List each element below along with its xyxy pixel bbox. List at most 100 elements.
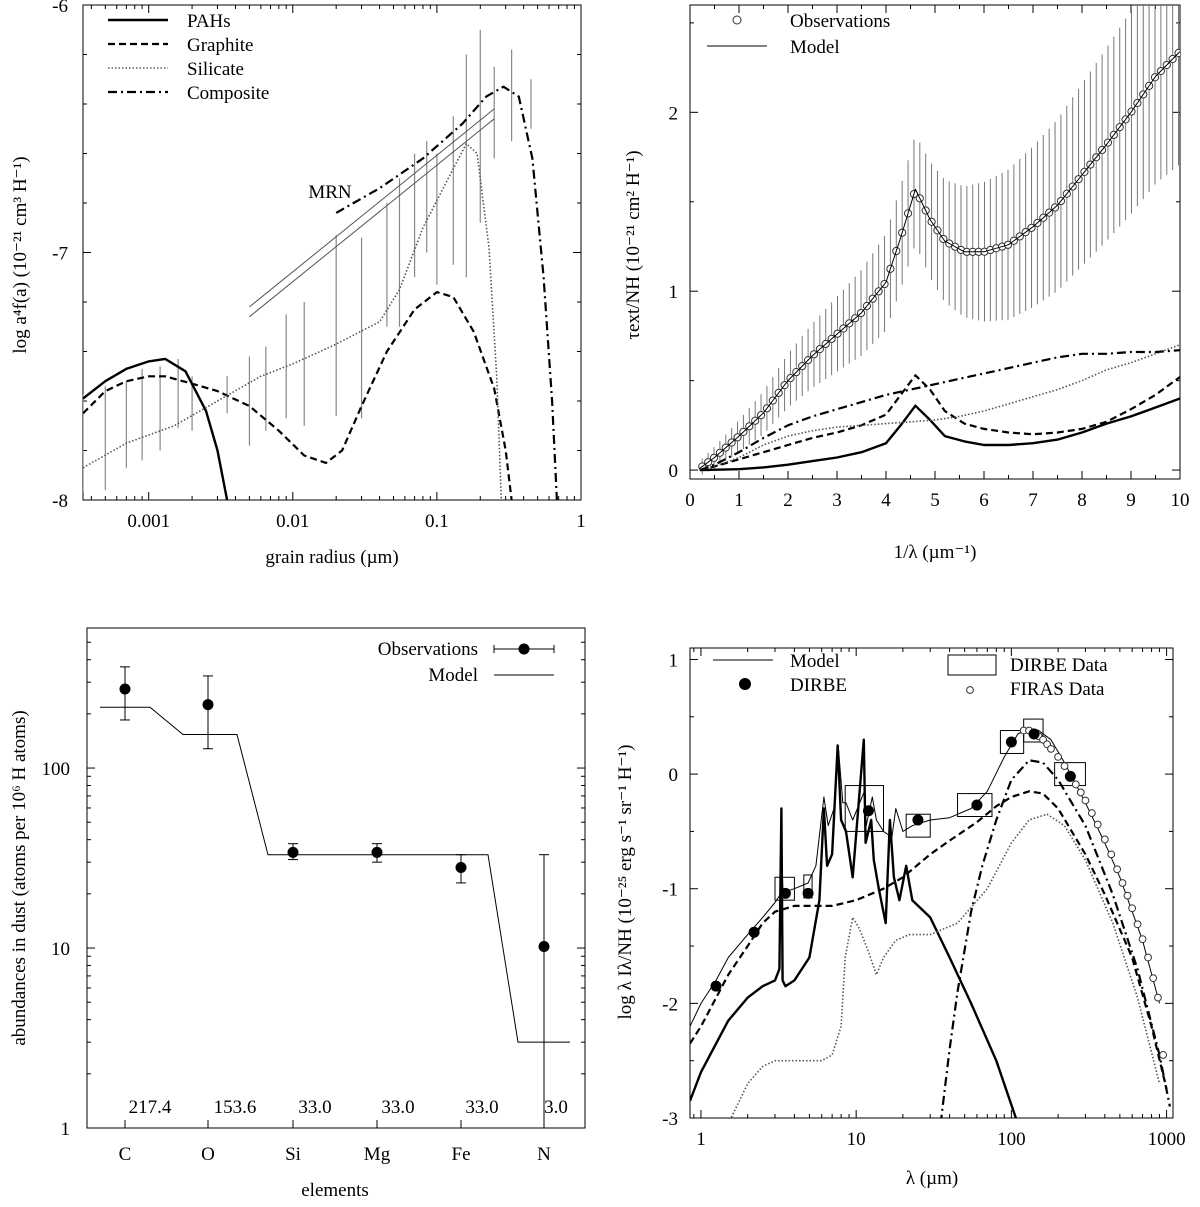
y-tick-label: -7 (52, 244, 68, 265)
legend-label-firas-data: FIRAS Data (1010, 679, 1105, 700)
firas-data-point (1154, 993, 1162, 1002)
x-tick-label: 5 (930, 490, 940, 511)
dirbe-model-point (1028, 728, 1040, 740)
firas-data-point (1071, 780, 1080, 789)
x-tick-label: Mg (364, 1144, 391, 1165)
dirbe-data-box (844, 785, 884, 832)
mrn-line (249, 108, 495, 308)
dirbe-model-point (912, 814, 924, 826)
firas-data-point (1133, 920, 1142, 929)
legend-swatch-dirbe-data (947, 654, 997, 676)
dirbe-model-point (1005, 736, 1017, 748)
firas-data-point (1047, 744, 1055, 753)
observation-point (287, 846, 299, 858)
dirbe-model-point (748, 926, 760, 938)
x-tick-label: 3 (832, 490, 842, 511)
series-composite (335, 85, 558, 500)
model-value-label: 33.0 (298, 1097, 331, 1118)
panel-b-extinction: 0 1 2 3 4 5 6 7 8 9 10 0 1 2 Observations Model 1/λ (µm⁻… (623, 5, 1190, 563)
y-axis-label: log a⁴f(a) (10⁻²¹ cm³ H⁻¹) (10, 156, 31, 353)
x-tick-label: N (537, 1144, 551, 1165)
x-axis-label: λ (µm) (906, 1168, 958, 1189)
firas-data-point (1076, 788, 1085, 797)
dirbe-data-box (1054, 762, 1086, 787)
legend-swatch-observations (732, 15, 742, 25)
x-tick-label: 10 (847, 1129, 866, 1150)
legend-label-graphite: Graphite (187, 35, 253, 56)
y-tick-label: 100 (42, 759, 71, 780)
x-tick-label: 4 (881, 490, 891, 511)
y-axis-label: log λ Iλ/NH (10⁻²⁵ erg s⁻¹ sr⁻¹ H⁻¹) (615, 745, 636, 1020)
observation-point (538, 940, 550, 952)
observation-point (455, 862, 467, 874)
legend-label-observations: Observations (790, 11, 890, 32)
y-tick-label: -1 (662, 880, 678, 901)
series-silicate (699, 344, 1180, 471)
legend-label-observations: Observations (378, 639, 478, 660)
series-graphite (83, 291, 513, 500)
x-axis-label: elements (301, 1180, 369, 1201)
observation-point (119, 683, 131, 695)
firas-data-point (1087, 809, 1096, 817)
x-tick-label: 0.01 (276, 511, 309, 532)
series-model (699, 51, 1180, 469)
legend-label-dirbe: DIRBE (790, 675, 847, 696)
firas-data-point (1081, 796, 1090, 805)
series-composite (940, 759, 1171, 1118)
x-tick-label: 2 (783, 490, 793, 511)
series-silicate (83, 142, 503, 500)
firas-data-point (1128, 904, 1137, 913)
y-tick-label: 2 (669, 103, 679, 124)
firas-data-point (1113, 865, 1122, 874)
x-tick-label: Si (285, 1144, 301, 1165)
dirbe-model-point (862, 805, 874, 817)
x-tick-label: 8 (1077, 490, 1087, 511)
firas-data-point (1093, 820, 1102, 829)
y-tick-label: 0 (669, 461, 679, 482)
model-value-label: 33.0 (381, 1097, 414, 1118)
legend-swatch-observations (518, 643, 530, 655)
legend-label-model: Model (428, 665, 478, 686)
y-tick-label: 10 (51, 939, 70, 960)
y-tick-label: -3 (662, 1109, 678, 1130)
y-tick-label: -8 (52, 491, 68, 512)
firas-data-point (1054, 753, 1062, 761)
firas-data-point (1100, 835, 1109, 844)
series-composite (699, 349, 1180, 472)
legend-swatch-dirbe (739, 678, 751, 690)
firas-data-point (1123, 891, 1132, 900)
dirbe-model-point (1064, 770, 1076, 782)
firas-data-point (1118, 879, 1127, 887)
series-pahs (699, 397, 1180, 472)
firas-data-point (1060, 762, 1069, 770)
y-axis-label: τext/NH (10⁻²¹ cm² H⁻¹) (623, 150, 644, 339)
observation-point (202, 699, 214, 711)
model-value-label: 217.4 (129, 1097, 172, 1118)
series-graphite (699, 374, 1180, 472)
x-tick-label: 0.001 (127, 511, 170, 532)
firas-data-point (1149, 974, 1158, 983)
y-tick-label: 1 (669, 282, 679, 303)
x-tick-label: 10 (1171, 490, 1190, 511)
y-tick-label: -2 (662, 994, 678, 1015)
y-tick-label: 1 (669, 650, 679, 671)
y-tick-label: 0 (669, 765, 679, 786)
model-value-label: 153.6 (214, 1097, 257, 1118)
legend-label-dirbe-data: DIRBE Data (1010, 655, 1108, 676)
series-silicate (730, 813, 1161, 1118)
series-graphite (690, 790, 1168, 1090)
x-tick-label: Fe (452, 1144, 471, 1165)
mrn-annotation: MRN (308, 182, 352, 203)
legend-label-pahs: PAHs (187, 11, 231, 32)
x-tick-label: O (201, 1144, 215, 1165)
y-tick-label: -6 (52, 0, 68, 17)
series-model (690, 727, 1160, 1027)
firas-data-point (1159, 1051, 1168, 1059)
panel-a-size-distribution: 0.001 0.01 0.1 1 -6 -7 -8 MRN PAHs Graphite Silica… (10, 0, 586, 568)
model-value-label: 3.0 (544, 1097, 568, 1118)
x-tick-label: 0.1 (425, 511, 449, 532)
firas-data-point (1107, 850, 1116, 859)
x-tick-label: 1 (734, 490, 744, 511)
